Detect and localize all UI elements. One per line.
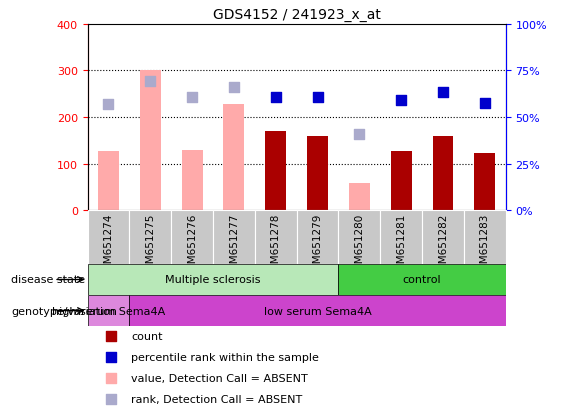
Point [229,84,238,91]
Text: GSM651276: GSM651276 [187,213,197,277]
Bar [98,151,119,211]
Bar [140,71,161,211]
Text: GSM651281: GSM651281 [396,213,406,277]
Bar [266,132,286,211]
Bar [224,104,244,211]
Text: low serum Sema4A: low serum Sema4A [264,306,371,316]
Point [107,333,116,340]
Text: control: control [403,275,441,285]
Bar [182,150,202,211]
Title: GDS4152 / 241923_x_at: GDS4152 / 241923_x_at [212,8,381,22]
Text: Multiple sclerosis: Multiple sclerosis [165,275,261,285]
Bar [88,264,338,295]
Point [107,395,116,402]
Bar [380,211,422,264]
Bar [391,151,412,211]
Point [188,95,197,101]
Text: value, Detection Call = ABSENT: value, Detection Call = ABSENT [132,373,308,383]
Point [146,78,155,85]
Text: GSM651279: GSM651279 [312,213,323,277]
Text: GSM651282: GSM651282 [438,213,448,277]
Text: genotype/variation: genotype/variation [11,306,118,316]
Point [438,89,447,96]
Text: high serum Sema4A: high serum Sema4A [52,306,165,316]
Point [271,95,280,101]
Bar [433,136,453,211]
Bar [88,211,129,264]
Text: GSM651274: GSM651274 [103,213,114,277]
Text: percentile rank within the sample: percentile rank within the sample [132,352,319,362]
Text: GSM651277: GSM651277 [229,213,239,277]
Text: GSM651275: GSM651275 [145,213,155,277]
Bar [88,295,129,326]
Bar [349,184,370,211]
Bar [338,211,380,264]
Bar [422,211,464,264]
Bar [297,211,338,264]
Bar [213,211,255,264]
Bar [338,264,506,295]
Bar [475,154,496,211]
Bar [171,211,213,264]
Bar [307,136,328,211]
Point [313,95,322,102]
Point [355,132,364,138]
Text: GSM651278: GSM651278 [271,213,281,277]
Text: rank, Detection Call = ABSENT: rank, Detection Call = ABSENT [132,394,303,404]
Bar [129,211,171,264]
Text: disease state: disease state [11,275,85,285]
Point [397,97,406,104]
Bar [464,211,506,264]
Text: count: count [132,332,163,342]
Point [104,101,113,108]
Point [107,375,116,381]
Point [480,100,489,107]
Point [107,354,116,361]
Bar [255,211,297,264]
Text: GSM651280: GSM651280 [354,213,364,276]
Text: GSM651283: GSM651283 [480,213,490,277]
